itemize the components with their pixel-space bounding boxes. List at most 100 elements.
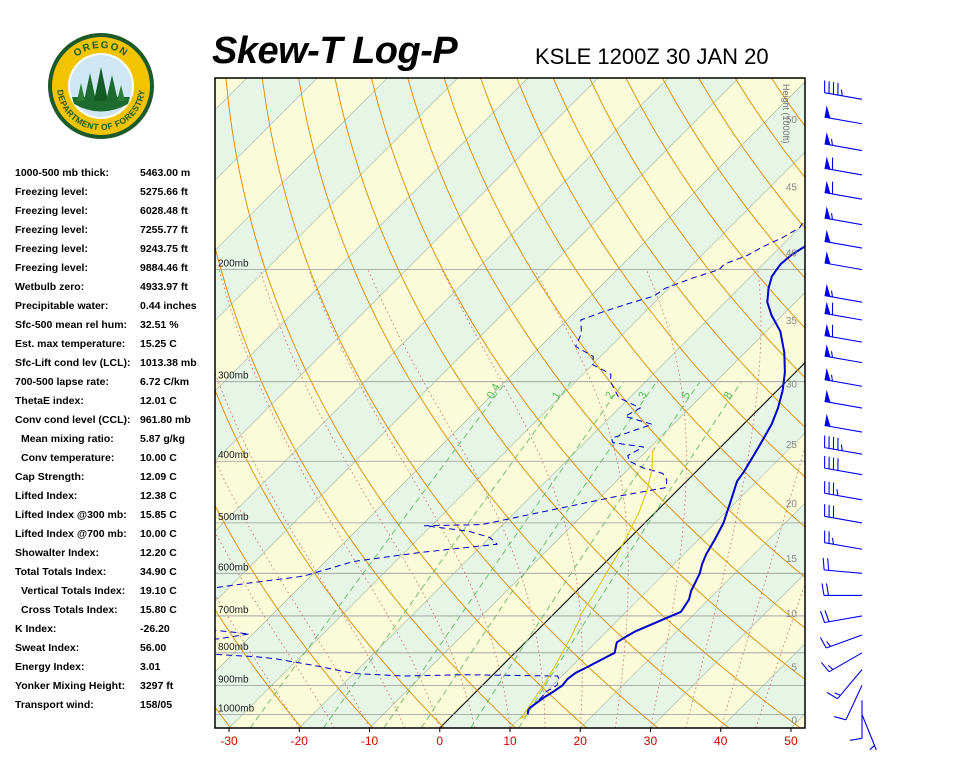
wind-barb-staff (824, 447, 863, 455)
isotherm-line (215, 78, 458, 322)
height-axis-title: Height (1000ft) (781, 84, 791, 144)
wind-barb-feather (830, 138, 833, 146)
index-label: K Index: (15, 623, 57, 635)
wind-barb-feather (840, 444, 843, 451)
isotherm-line (228, 151, 805, 728)
wind-barb-feather (820, 610, 826, 623)
wind-barb-feather (820, 662, 830, 673)
index-value: 158/05 (140, 699, 173, 711)
wind-barb-staff (824, 192, 863, 200)
index-label: Lifted Index @300 mb: (15, 509, 127, 521)
wind-barb-pennant (824, 132, 831, 145)
dry-adiabat (917, 78, 960, 728)
index-value: 15.80 C (140, 604, 177, 616)
index-label: Conv temperature: (21, 452, 115, 464)
wind-barb-staff (828, 652, 863, 673)
wind-barb-staff (824, 400, 863, 409)
moist-adiabat (215, 459, 370, 728)
isotherm-line (509, 432, 805, 728)
wind-barb-icon (824, 530, 863, 550)
index-value: 32.51 % (140, 319, 179, 331)
wind-barb-icon (824, 206, 863, 226)
index-label: Wetbulb zero: (15, 281, 85, 293)
parcel-profile-line (520, 450, 653, 720)
height-tick-label: 5 (791, 662, 797, 673)
isobar-label: 200mb (218, 259, 249, 270)
wind-barb-icon (826, 669, 863, 700)
isotherm-band (0, 78, 177, 728)
wind-barb-staff (824, 92, 863, 100)
height-tick-label: 20 (786, 499, 798, 510)
wind-barb-icon (824, 80, 863, 100)
index-label: Freezing level: (15, 243, 88, 255)
isotherm-line (215, 81, 805, 673)
index-value: 12.38 C (140, 490, 177, 502)
index-value: 3297 ft (140, 680, 174, 692)
wind-barb-staff (824, 569, 863, 574)
isotherm-line (215, 78, 529, 392)
wind-barb-staff (861, 714, 877, 750)
wind-barb-staff (824, 116, 863, 125)
mixing-ratio-label: 1 (550, 390, 563, 401)
wind-barb-feather (822, 557, 825, 571)
wind-barb-pennant (824, 180, 831, 194)
height-tick-label: 50 (786, 115, 798, 126)
wind-barb-icon (819, 634, 863, 649)
height-tick-label: 35 (786, 316, 798, 327)
index-label: 1000-500 mb thick: (15, 167, 109, 179)
isotherm-line (215, 78, 388, 251)
mixing-ratio-line (383, 381, 625, 728)
wind-barb-icon (824, 481, 863, 501)
index-value: 0.44 inches (140, 300, 197, 312)
wind-barb-pennant (824, 251, 831, 265)
x-tick-label: 50 (784, 734, 798, 748)
index-label: Total Totals Index: (15, 566, 107, 578)
isotherm-line (299, 221, 805, 728)
wind-barb-icon (820, 610, 863, 624)
index-label: Lifted Index @700 mb: (15, 528, 127, 540)
index-value: 15.25 C (140, 338, 177, 350)
tree-icon (94, 67, 108, 101)
wind-barb-icon (824, 301, 863, 321)
dry-adiabat (215, 706, 231, 728)
wind-barb-icon (824, 323, 863, 343)
dry-adiabat (407, 78, 805, 629)
wind-barb-staff (824, 217, 863, 226)
wind-barb-staff (824, 295, 863, 303)
index-value: 7255.77 ft (140, 224, 188, 236)
wind-barb-feather (819, 637, 827, 649)
wind-barb-staff (824, 492, 863, 501)
isotherm-line (215, 78, 599, 462)
moist-adiabat (308, 269, 511, 728)
wind-barb-feather (827, 558, 830, 571)
index-label: Freezing level: (15, 186, 88, 198)
dry-adiabat (844, 78, 960, 728)
index-label: 700-500 lapse rate: (15, 376, 109, 388)
index-label: Vertical Totals Index: (21, 585, 126, 597)
wind-barb-icon (824, 283, 863, 303)
dry-adiabat (0, 78, 159, 728)
wind-barb-icon (824, 455, 863, 476)
height-tick-label: 45 (786, 182, 798, 193)
isobar-label: 900mb (218, 674, 249, 685)
index-value: 15.85 C (140, 509, 177, 521)
index-value: 6028.48 ft (140, 205, 188, 217)
wind-barb-feather (827, 664, 834, 670)
wind-barb-staff (824, 334, 863, 343)
wind-barb-feather (840, 89, 843, 96)
moist-adiabat (720, 445, 805, 728)
mixing-ratio-line (470, 381, 701, 728)
wind-barb-feather (830, 374, 833, 382)
index-value: 12.09 C (140, 471, 177, 483)
dry-adiabat (589, 78, 805, 379)
wind-barb-staff (824, 240, 863, 249)
wind-barb-feather (834, 716, 847, 721)
wind-barb-pennant (824, 206, 831, 220)
index-value: 19.10 C (140, 585, 177, 597)
index-label: Energy Index: (15, 661, 85, 673)
wind-barb-staff (824, 467, 863, 476)
dry-adiabat (215, 245, 516, 728)
tree-icon (84, 73, 96, 101)
wind-barb-feather (831, 537, 834, 545)
